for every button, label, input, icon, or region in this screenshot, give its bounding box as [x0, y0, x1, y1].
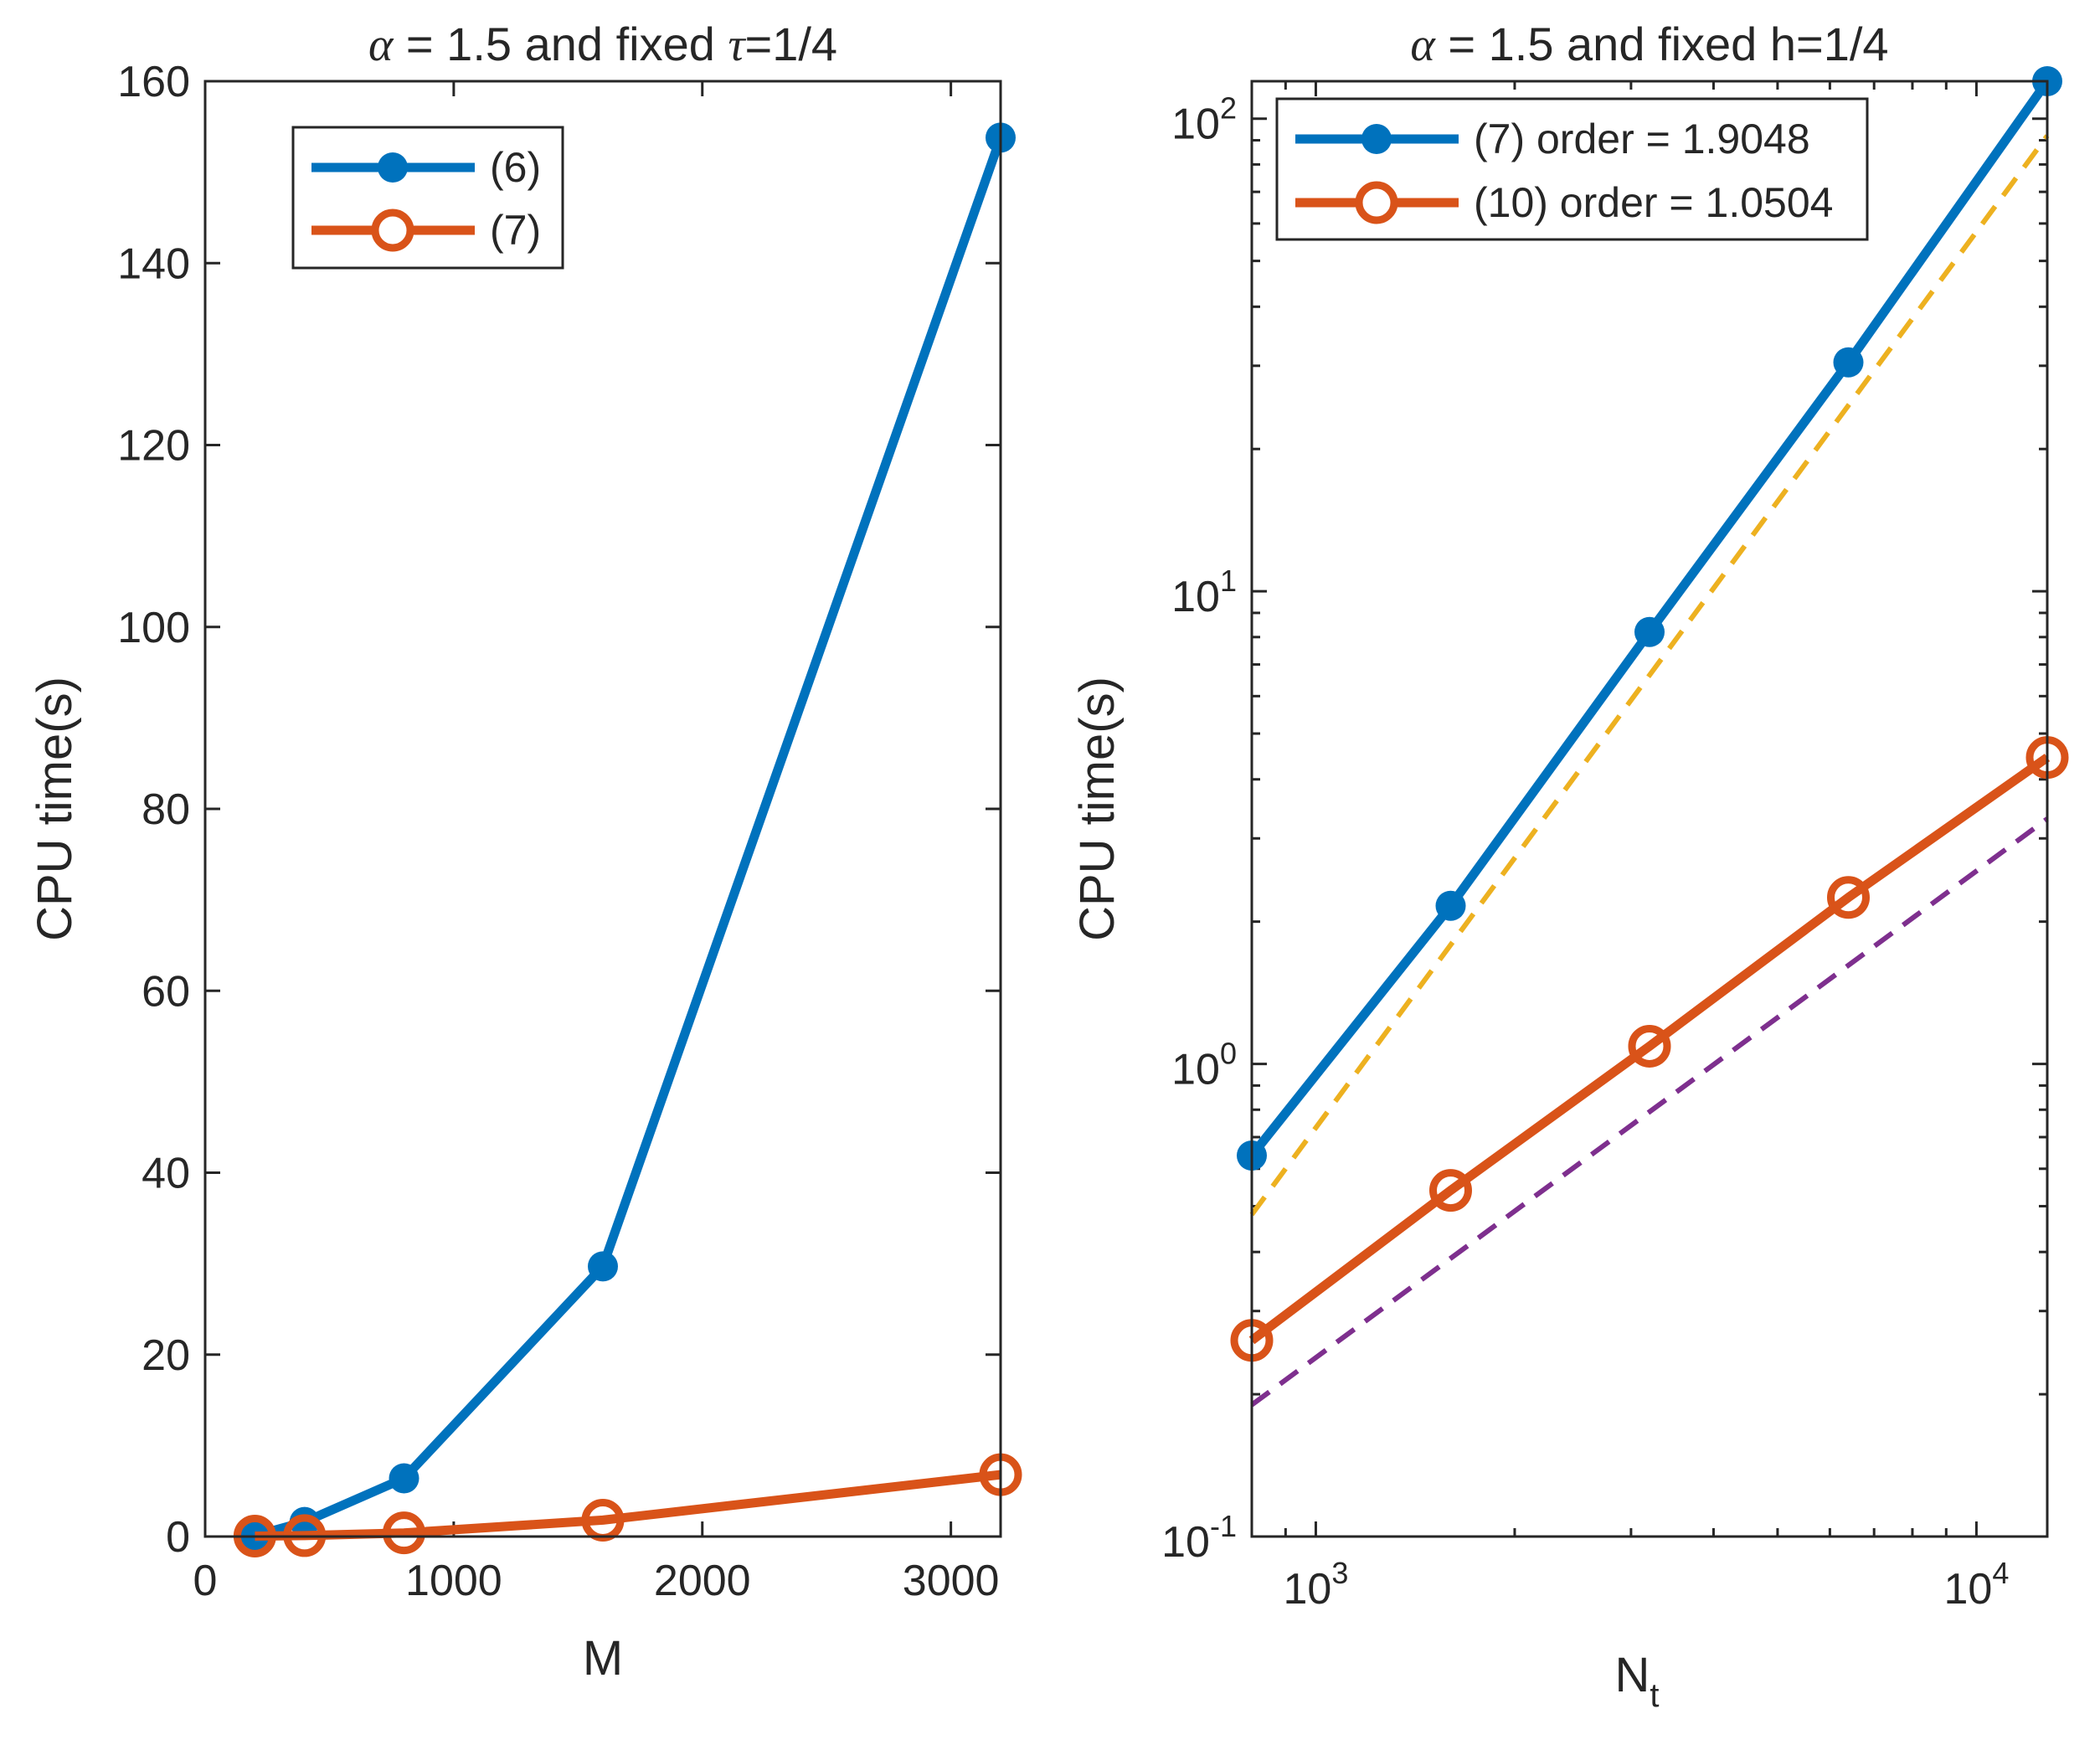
right-series-1-point	[1634, 616, 1665, 647]
left-y-tick-label: 40	[142, 1150, 190, 1198]
left-x-tick-label: 3000	[903, 1557, 1000, 1605]
left-x-axis-label: M	[583, 1631, 623, 1686]
left-x-tick-label: 1000	[405, 1557, 502, 1605]
right-legend-marker-1	[1361, 124, 1392, 154]
right-legend-marker-2	[1355, 181, 1398, 224]
right-axes-box	[1250, 80, 2049, 1538]
right-legend-label-1: (7) order = 1.9048	[1474, 116, 1810, 162]
right-x-tick-label: 103	[1284, 1556, 1349, 1614]
right-series-2-point	[1429, 1169, 1472, 1212]
right-tick-marks	[1250, 81, 2047, 1538]
right-plot-area	[1252, 81, 2047, 1537]
right-reference-line-3	[1249, 134, 2050, 1217]
right-legend: (7) order = 1.9048 (10) order = 1.0504	[1275, 97, 1869, 241]
left-series-2-point	[383, 1511, 425, 1555]
left-x-tick-label: 0	[193, 1557, 218, 1605]
right-series-2-point	[1827, 876, 1870, 919]
left-y-tick-label: 80	[142, 785, 190, 834]
right-series-1-point	[1833, 347, 1864, 378]
left-y-tick-label: 0	[166, 1513, 190, 1562]
left-legend-box	[291, 126, 564, 270]
left-y-tick-label: 160	[117, 58, 190, 106]
left-legend-marker-2	[371, 208, 414, 252]
left-x-tick-label: 2000	[654, 1557, 751, 1605]
left-y-tick-label: 100	[117, 604, 190, 652]
left-y-tick-label: 60	[142, 967, 190, 1016]
right-tick-labels: 103 104 10-1 100 101 102	[1161, 91, 2009, 1614]
left-plot-area	[205, 81, 1001, 1537]
right-y-tick-label: 101	[1171, 564, 1237, 621]
right-y-tick-label: 10-1	[1161, 1509, 1237, 1567]
left-legend-marker-1	[378, 152, 408, 183]
right-series-line-2	[1248, 754, 2051, 1345]
left-legend: (6) (7)	[291, 126, 564, 270]
left-legend-label-1: (6)	[490, 144, 541, 191]
right-y-tick-label: 100	[1171, 1037, 1237, 1094]
right-series-1-point	[1435, 890, 1466, 921]
right-x-axis-label: Nt	[1614, 1648, 1659, 1714]
right-reference-line-4	[1250, 816, 2049, 1408]
left-series-1-point	[289, 1506, 320, 1537]
right-series-2-point	[1628, 1024, 1671, 1068]
right-y-tick-label: 102	[1171, 91, 1237, 149]
right-x-tick-label: 104	[1943, 1556, 2009, 1614]
right-series-layer	[1230, 66, 2069, 1408]
left-y-tick-label: 120	[117, 422, 190, 471]
left-series-1-point	[389, 1463, 419, 1494]
left-y-axis-label: CPU time(s)	[28, 677, 82, 941]
left-chart-title: α = 1.5 and fixed τ=1/4	[368, 18, 837, 71]
right-y-axis-label: CPU time(s)	[1070, 677, 1125, 941]
left-tick-labels: 0 1000 2000 3000 0 20 40 60 80 100 120 140 160	[117, 58, 999, 1605]
left-series-1-point	[588, 1251, 618, 1282]
right-legend-label-2: (10) order = 1.0504	[1474, 179, 1833, 226]
right-chart-title: α = 1.5 and fixed h=1/4	[1410, 18, 1888, 71]
left-y-tick-label: 20	[142, 1331, 190, 1380]
left-chart-panel: 0 1000 2000 3000 0 20 40 60 80 100 120 140 160 α = 1…	[28, 18, 1022, 1686]
left-y-tick-label: 140	[117, 239, 190, 288]
left-legend-label-2: (7)	[490, 207, 541, 254]
right-chart-panel: 103 104 10-1 100 101 102 α = 1.5 and fixed h=…	[1070, 18, 2069, 1714]
left-axes-box	[203, 80, 1002, 1538]
